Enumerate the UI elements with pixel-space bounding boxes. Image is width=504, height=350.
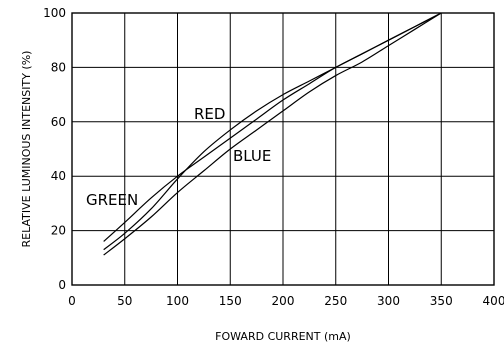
x-tick-label-250: 250 — [324, 294, 347, 308]
y-tick-label-40: 40 — [51, 169, 66, 183]
x-tick-label-100: 100 — [166, 294, 189, 308]
x-tick-label-0: 0 — [68, 294, 76, 308]
series-label-blue: BLUE — [233, 147, 271, 165]
series-label-red: RED — [194, 105, 225, 123]
x-tick-label-400: 400 — [483, 294, 504, 308]
x-tick-label-300: 300 — [377, 294, 400, 308]
x-tick-label-350: 350 — [430, 294, 453, 308]
grid — [71, 12, 495, 286]
x-tick-label-50: 50 — [117, 294, 132, 308]
y-tick-label-20: 20 — [51, 224, 66, 238]
x-tick-label-200: 200 — [272, 294, 295, 308]
x-tick-label-150: 150 — [219, 294, 242, 308]
y-tick-label-60: 60 — [51, 115, 66, 129]
y-tick-label-80: 80 — [51, 60, 66, 74]
plot-frame — [71, 12, 495, 286]
y-tick-label-0: 0 — [58, 278, 66, 292]
series-curves — [103, 12, 442, 256]
y-tick-label-100: 100 — [43, 6, 66, 20]
series-line-green — [103, 12, 442, 242]
series-label-green: GREEN — [86, 191, 138, 209]
x-tick-labels: 0 50 100 150 200 250 300 350 400 — [68, 294, 504, 308]
x-axis-title: FOWARD CURRENT (mA) — [215, 330, 351, 343]
y-axis-title: RELATIVE LUMINOUS INTENSITY (%) — [20, 51, 33, 248]
series-line-blue — [103, 12, 442, 256]
y-tick-labels: 0 20 40 60 80 100 — [43, 6, 66, 292]
